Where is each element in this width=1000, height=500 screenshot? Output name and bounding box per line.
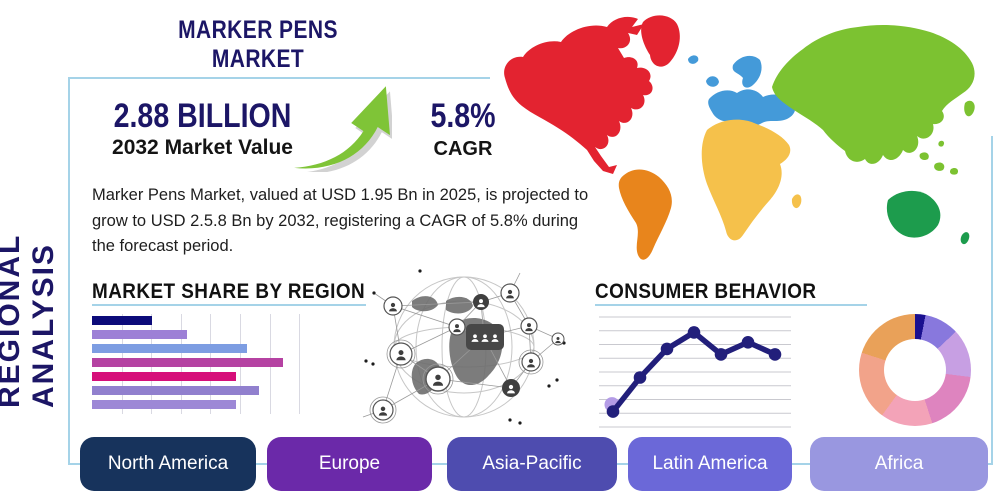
line-title-underline [595,304,867,306]
person-node-icon [383,296,403,316]
cagr-stat: 5.8% [430,97,496,135]
bar-region-6 [92,386,259,395]
globe-network-illustration [360,264,568,436]
bar-region-2 [92,330,188,339]
person-node-icon [386,339,416,369]
market-description: Marker Pens Market, valued at USD 1.95 B… [92,186,589,256]
person-node-icon [422,363,454,395]
map-scandinavia [732,55,762,88]
network-dots [364,269,566,425]
line-data-point [714,348,728,361]
region-button-asia-pacific[interactable]: Asia-Pacific [447,437,617,491]
line-chart-title: CONSUMER BEHAVIOR [595,280,817,303]
bar-region-4 [92,358,283,367]
person-node-icon [500,283,520,303]
cagr-label: CAGR [433,138,493,160]
page-title: MARKER PENS MARKET [178,16,338,73]
person-node-icon [502,379,520,397]
line-data-point [633,371,647,384]
map-north-america [504,16,653,175]
bar-region-1 [92,316,152,325]
region-button-europe[interactable]: Europe [267,437,432,491]
market-share-bar-chart [92,314,314,416]
regional-donut-chart [859,314,971,426]
map-greenland [641,15,680,67]
map-japan [964,100,975,117]
map-africa [701,119,791,241]
line-data-point [741,336,755,349]
map-new-zealand [960,232,970,245]
world-map-illustration [495,2,1000,264]
map-indonesia-3 [949,167,959,175]
person-node-icon [369,396,397,424]
card-border-right [991,136,993,465]
market-value-stat: 2.88 BILLION [113,97,292,135]
region-button-africa[interactable]: Africa [810,437,988,491]
bar-region-7 [92,400,237,409]
map-iceland [688,55,699,64]
map-indonesia-1 [919,152,929,161]
map-asia [772,24,975,164]
region-button-north-america[interactable]: North America [80,437,256,491]
map-indonesia-2 [934,162,945,171]
card-border-top [68,77,490,79]
bar-chart-title: MARKET SHARE BY REGION [92,280,366,303]
line-data-point [660,342,674,356]
people-group-icon [466,324,504,350]
card-border-left [68,77,70,465]
line-data-point [768,348,782,361]
side-vertical-label: REGIONAL ANALYSIS [0,234,60,408]
person-node-icon [551,332,565,346]
person-node-icon [520,317,538,335]
world-map [504,15,975,260]
person-node-icon [473,294,489,310]
growth-arrow-icon [290,80,395,174]
line-data-point [687,326,701,339]
map-australia [886,190,941,238]
map-uk [706,76,719,87]
person-node-icon [518,349,544,375]
consumer-behavior-line-chart [597,307,793,433]
map-europe [708,89,796,127]
bar-title-underline [92,304,366,306]
line-data-point [606,405,620,418]
market-value-label: 2032 Market Value [112,136,293,159]
region-button-latin-america[interactable]: Latin America [628,437,792,491]
bar-region-5 [92,372,237,381]
bar-gridline [299,314,301,414]
bar-region-3 [92,344,248,353]
map-madagascar [791,194,802,209]
map-philippines [938,140,945,147]
map-south-america [618,169,672,260]
person-node-icon [448,318,466,336]
